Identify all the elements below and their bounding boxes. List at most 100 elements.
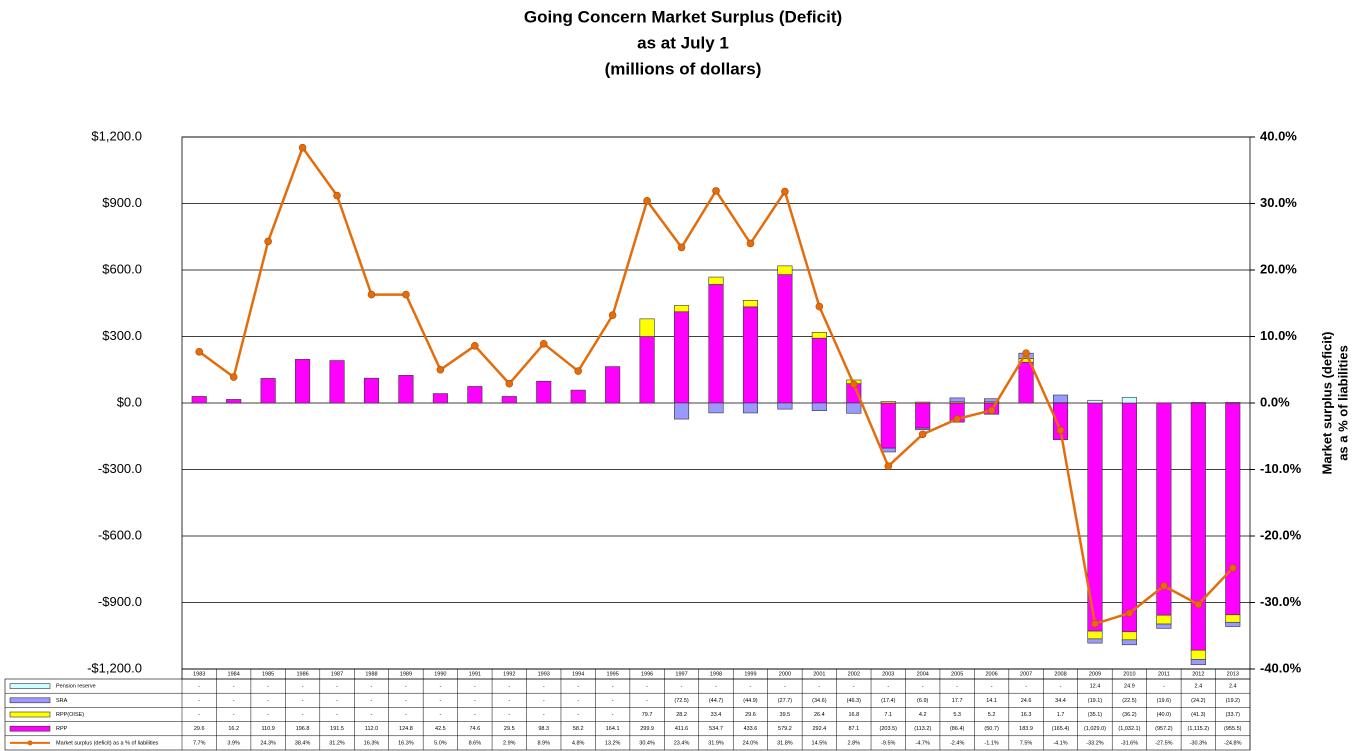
table-value: - [198,684,200,690]
table-value: 42.5 [435,726,446,732]
bar-segment [329,360,345,404]
table-value: - [405,684,407,690]
table-value: 7.1 [884,712,892,718]
table-value: - [646,684,648,690]
bar-segment [674,402,690,420]
table-value: 98.3 [538,726,549,732]
table-value: - [198,698,200,704]
legend-key [9,683,51,689]
table-value: -27.5% [1155,740,1173,746]
table-value: - [543,698,545,704]
bar-segment [1225,402,1241,404]
table-value: 31.8% [777,740,793,746]
table-value: - [508,712,510,718]
bar-segment [880,402,896,449]
x-tick-label: 2005 [951,671,963,677]
table-value: 579.2 [778,726,792,732]
bar-segment [1225,614,1241,623]
table-value: 8.6% [469,740,482,746]
table-value: 124.8 [399,726,413,732]
table-value: 534.7 [709,726,723,732]
x-tick-label: 2003 [882,671,894,677]
table-value: - [543,684,545,690]
chart-title: Going Concern Market Surplus (Deficit) [524,7,842,26]
line-marker [402,290,410,299]
table-value: 8.9% [537,740,550,746]
table-value: 191.5 [330,726,344,732]
table-value: 24.0% [743,740,759,746]
table-value: - [302,712,304,718]
line-marker [643,197,651,205]
x-tick-label: 1994 [572,671,584,677]
y-tick-label: -$300.0 [98,461,142,476]
table-value: - [336,698,338,704]
table-value: -24.8% [1224,740,1242,746]
y2-axis-label-line: Market surplus (deficit) [1319,331,1334,474]
x-tick-label: 2012 [1192,671,1204,677]
table-value: 112.0 [365,726,378,732]
bar-segment [1121,631,1137,641]
x-tick-label: 1998 [710,671,722,677]
line-marker [264,237,272,246]
table-value: - [715,684,717,690]
table-value: - [1025,684,1027,690]
table-value: - [267,684,269,690]
table-value: - [474,712,476,718]
table-value: (955.5) [1224,726,1242,732]
table-value: 411.6 [675,726,688,732]
table-value: (44.9) [743,698,758,704]
bar-segment [742,402,758,414]
line-marker [850,380,858,389]
bar-segment [811,332,827,339]
line-marker [953,415,961,423]
line-marker [677,243,686,252]
table-value: 7.5% [1020,740,1033,746]
table-value: (33.7) [1226,712,1241,718]
table-value: (86.4) [950,726,965,732]
table-value: (17.4) [881,698,896,704]
x-tick-label: 1995 [607,671,619,677]
bar-segment [1052,394,1069,403]
table-value: - [439,698,441,704]
table-value: - [439,712,441,718]
bar-segment [605,366,621,404]
table-value: -9.5% [881,740,895,746]
table-value: 29.6 [194,726,205,732]
y-tick-label: $1,200.0 [91,128,142,143]
bar-segment [536,380,552,404]
y-tick-label: $0.0 [117,394,142,409]
y2-tick-label: 40.0% [1260,128,1297,143]
table-value: - [612,684,614,690]
table-value: 164.1 [606,726,620,732]
table-value: - [956,684,958,690]
table-value: 292.4 [812,726,826,732]
bar-segment [1225,621,1241,627]
table-value: 79.7 [642,712,653,718]
chart-title: (millions of dollars) [605,59,762,78]
table-value: 2.4 [1194,684,1202,690]
table-value: - [887,684,889,690]
table-value: 38.4% [295,740,311,746]
table-value: 110.9 [261,726,274,732]
table-value: 31.9% [708,740,724,746]
line-marker [333,191,341,200]
table-value: -4.1% [1053,740,1067,746]
line-marker [1125,609,1134,617]
bar-segment [915,402,931,429]
x-tick-label: 2011 [1158,671,1170,677]
table-value: -1.1% [984,740,998,746]
line-marker [781,187,789,196]
table-value: (1,032.1) [1118,726,1140,732]
bar-segment [226,399,242,404]
bar-segment [674,311,690,404]
table-value: 14.5% [812,740,828,746]
line-marker [746,239,755,248]
legend-key [9,711,51,718]
bar-segment [1121,639,1137,646]
table-value: - [371,698,373,704]
table-value: 39.5 [780,712,791,718]
table-value: (19.1) [1088,698,1103,704]
bar-segment [1087,630,1103,640]
table-value: (19.2) [1226,698,1241,704]
table-value: - [577,698,579,704]
